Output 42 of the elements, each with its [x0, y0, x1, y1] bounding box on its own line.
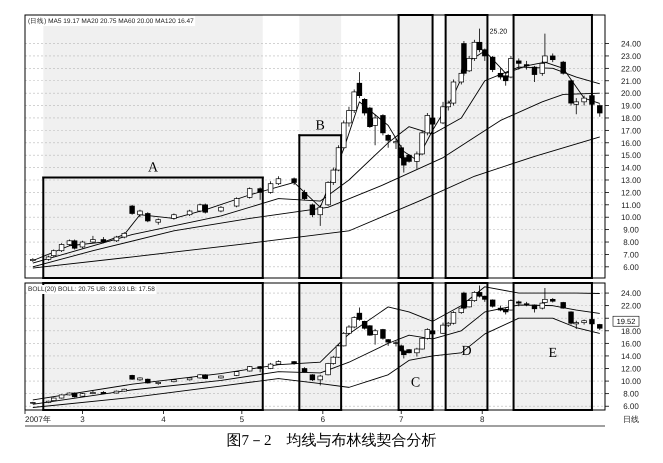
y-tick-label: 22.00 [620, 64, 642, 74]
y-tick-label: 11.00 [621, 200, 642, 210]
band-label: C [410, 375, 420, 390]
y-tick-label: 14.00 [620, 164, 642, 173]
text: 日线 [623, 415, 639, 424]
y-tick-label: 16.00 [620, 339, 642, 348]
band-label: B [316, 118, 325, 134]
text: 图7－2 均线与布林线契合分析 [226, 432, 436, 449]
y-tick-label: 6.00 [623, 262, 640, 272]
y-tick-label: 10.00 [620, 213, 642, 222]
y-tick-label: 18.00 [620, 114, 642, 123]
y-tick-label: 24.00 [620, 40, 642, 49]
y-tick-label: 18.00 [620, 326, 642, 336]
y-tick-label: 19.00 [620, 102, 642, 111]
y-tick-label: 12.00 [620, 188, 642, 198]
y-tick-label: 22.00 [620, 302, 642, 311]
x-tick-label: 2007年 [25, 415, 51, 424]
y-tick-label: 23.00 [620, 52, 642, 61]
y-tick-label: 20.00 [620, 89, 642, 98]
y-tick-label: 16.00 [620, 138, 642, 148]
y-tick-label: 14.00 [620, 352, 642, 361]
y-tick-label: 8.00 [623, 238, 640, 248]
y-tick-label: 7.00 [623, 250, 640, 260]
y-tick-label: 8.00 [623, 390, 640, 399]
y-tick-label: 12.00 [620, 364, 642, 374]
y-tick-label: 17.00 [620, 126, 642, 136]
y-tick-label: 6.00 [623, 402, 640, 412]
band-label: D [461, 344, 472, 360]
y-tick-label: 9.00 [623, 226, 640, 235]
x-tick-label: 4 [161, 415, 166, 424]
y-tick-label: 15.00 [620, 151, 642, 160]
x-tick-label: 3 [80, 415, 86, 424]
y-tick-label: 10.00 [620, 377, 642, 386]
y-tick-label: 13.00 [620, 176, 642, 185]
y-tick-label: 24.00 [620, 289, 642, 298]
band-label: A [148, 160, 159, 176]
x-tick-label: 8 [480, 415, 485, 424]
y-tick-label: 21.00 [620, 76, 642, 86]
band-label: E [548, 346, 558, 361]
x-tick-label: 5 [240, 415, 245, 424]
x-tick-label: 6 [320, 415, 326, 424]
x-tick-label: 7 [398, 415, 404, 424]
